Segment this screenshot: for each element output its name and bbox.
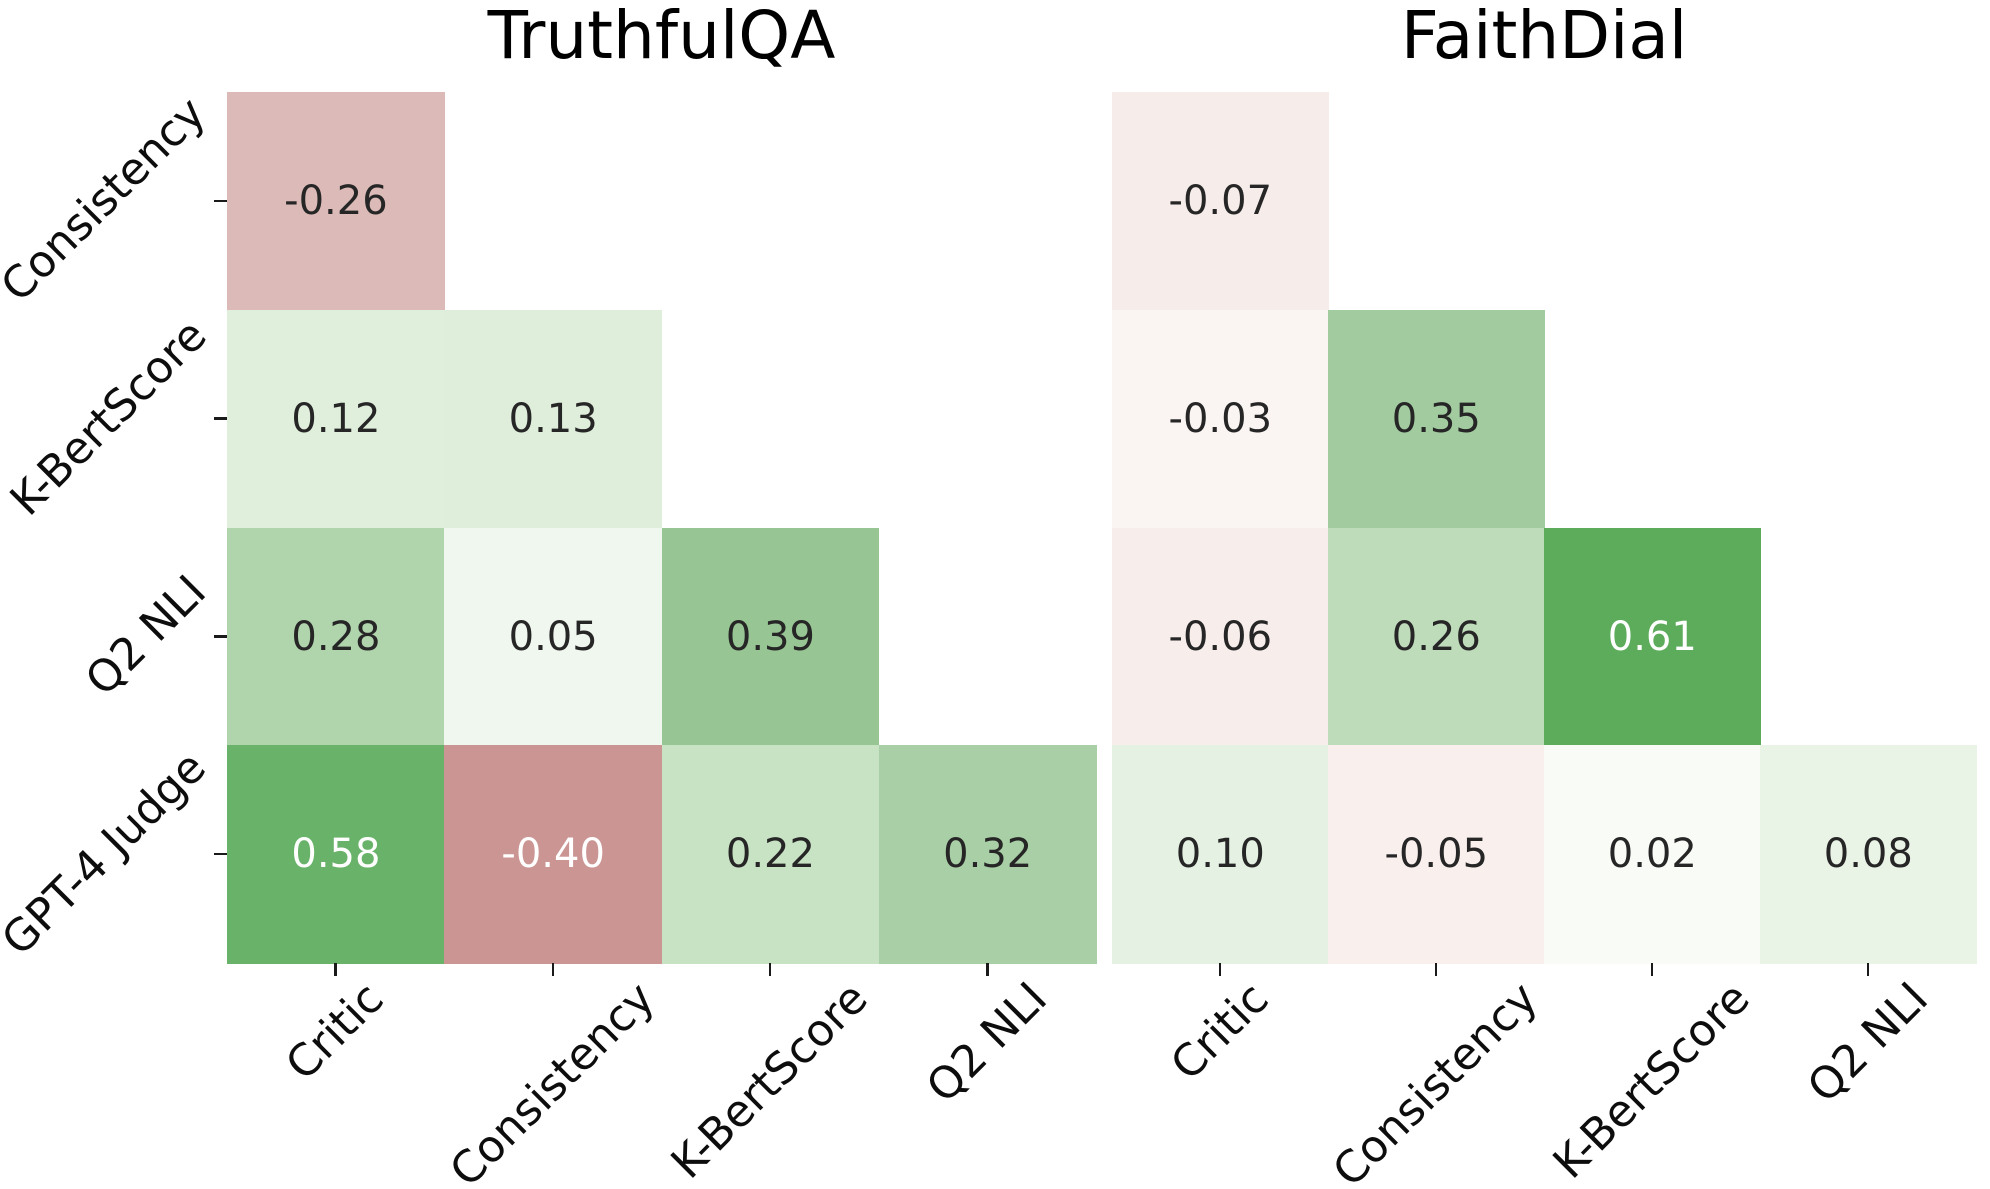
x-tick-label: K-BertScore [1543,972,1760,1189]
x-tick-label: Q2 NLI [1797,972,1938,1113]
cell-value: 0.39 [725,613,815,660]
heatmap-cell: 0.12 [227,309,445,529]
heatmap-cell: 0.58 [227,745,445,964]
x-tick [551,963,555,976]
heatmap-cell: 0.26 [1328,527,1545,746]
truthfulqa-chart-title: TruthfulQA [487,0,836,74]
y-tick-label: GPT-4 Judge [0,741,216,966]
x-tick-label: Consistency [440,972,665,1189]
cell-value: 0.13 [508,395,598,442]
y-tick [214,199,227,203]
x-tick [1866,963,1870,976]
x-tick [986,963,989,976]
cell-value: 0.35 [1391,395,1481,442]
faithdial-chart-title: FaithDial [1400,0,1688,74]
y-tick [214,417,227,420]
cell-value: -0.03 [1168,395,1273,442]
heatmap-cell: 0.08 [1760,745,1977,964]
truthfulqa-heatmap: -0.26 0.12 0.13 0.28 0.05 0.39 0.58 -0.40 0.22 0.… [227,92,1097,964]
heatmap-cell: 0.28 [227,527,445,746]
cell-value: -0.06 [1168,613,1273,660]
heatmap-cell: 0.13 [444,309,663,529]
x-tick [768,963,772,976]
cell-value: 0.05 [508,613,598,660]
x-tick-label: Q2 NLI [916,972,1057,1113]
x-tick-label: Consistency [1323,972,1548,1189]
cell-value: 0.02 [1607,831,1697,878]
faithdial-heatmap: -0.07 -0.03 0.35 -0.06 0.26 0.61 0.10 -0.05 0.02… [1112,92,1977,964]
cell-value: 0.26 [1391,613,1481,660]
y-tick-label: K-BertScore [0,309,217,526]
cell-value: 0.12 [291,395,381,442]
heatmap-cell: 0.61 [1544,527,1761,746]
heatmap-cell: 0.02 [1544,745,1761,964]
x-tick-label: Critic [1160,972,1278,1091]
cell-value: -0.07 [1168,178,1273,225]
x-tick [1218,963,1222,976]
heatmap-cell: -0.03 [1112,309,1329,529]
cell-value: -0.05 [1384,831,1489,878]
heatmap-cell: 0.35 [1328,309,1545,529]
x-tick-label: K-BertScore [661,972,878,1189]
cell-value: 0.61 [1607,613,1697,660]
cell-value: 0.58 [291,831,381,878]
cell-value: -0.26 [284,178,388,225]
cell-value: 0.32 [943,831,1033,878]
cell-value: 0.22 [725,831,815,878]
y-tick [214,852,227,856]
heatmap-cell: -0.06 [1112,527,1329,746]
x-tick-label: Critic [276,972,394,1091]
cell-value: 0.28 [291,613,381,660]
heatmap-cell: -0.26 [227,92,445,311]
cell-value: -0.40 [501,831,605,878]
y-tick [214,635,227,638]
heatmap-cell: -0.07 [1112,92,1329,311]
heatmap-cell: 0.32 [878,745,1097,964]
heatmap-cell: -0.40 [444,745,663,964]
heatmap-cell: 0.10 [1112,745,1329,964]
x-tick [1650,963,1654,976]
heatmap-cell: 0.39 [661,527,880,746]
heatmap-cell: -0.05 [1328,745,1545,964]
y-tick-label: Consistency [0,88,216,313]
cell-value: 0.10 [1175,831,1265,878]
x-tick [334,963,337,976]
heatmap-cell: 0.05 [444,527,663,746]
heatmap-cell: 0.22 [661,745,880,964]
cell-value: 0.08 [1823,831,1913,878]
x-tick [1434,963,1438,976]
y-tick-label: Q2 NLI [75,565,216,706]
